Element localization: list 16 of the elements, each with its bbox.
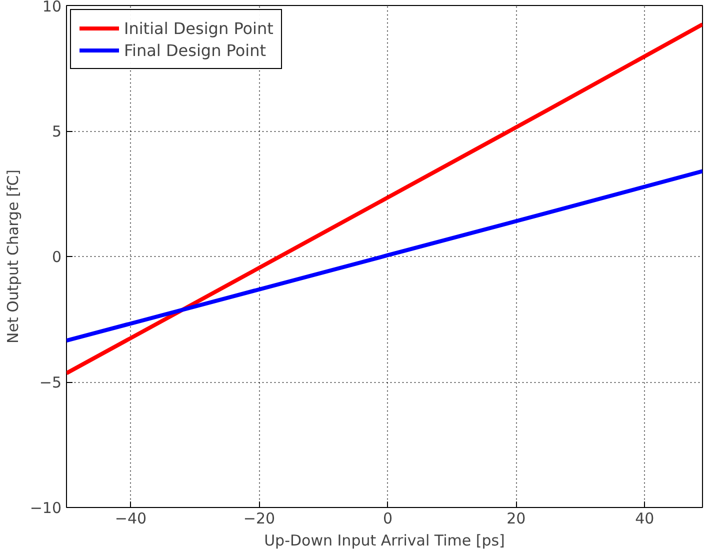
x-tick-label: −20 — [243, 510, 276, 528]
y-tick-label: −10 — [30, 499, 62, 517]
x-tick-label: 40 — [635, 510, 654, 528]
legend-label: Initial Design Point — [124, 18, 274, 38]
x-tick-label: 0 — [382, 510, 392, 528]
y-tick-label: 0 — [52, 248, 62, 266]
legend-label: Final Design Point — [124, 40, 266, 60]
x-tick-label: −40 — [114, 510, 147, 528]
y-tick-label: 10 — [42, 0, 62, 16]
y-tick-label: 5 — [52, 122, 62, 140]
line-series — [66, 22, 702, 376]
y-tick-label: −5 — [39, 374, 62, 392]
x-tick-label: 20 — [506, 510, 526, 528]
y-axis-title: Net Output Charge [fC] — [4, 169, 22, 344]
x-axis-title: Up-Down Input Arrival Time [ps] — [264, 532, 505, 550]
line-series — [66, 169, 702, 343]
